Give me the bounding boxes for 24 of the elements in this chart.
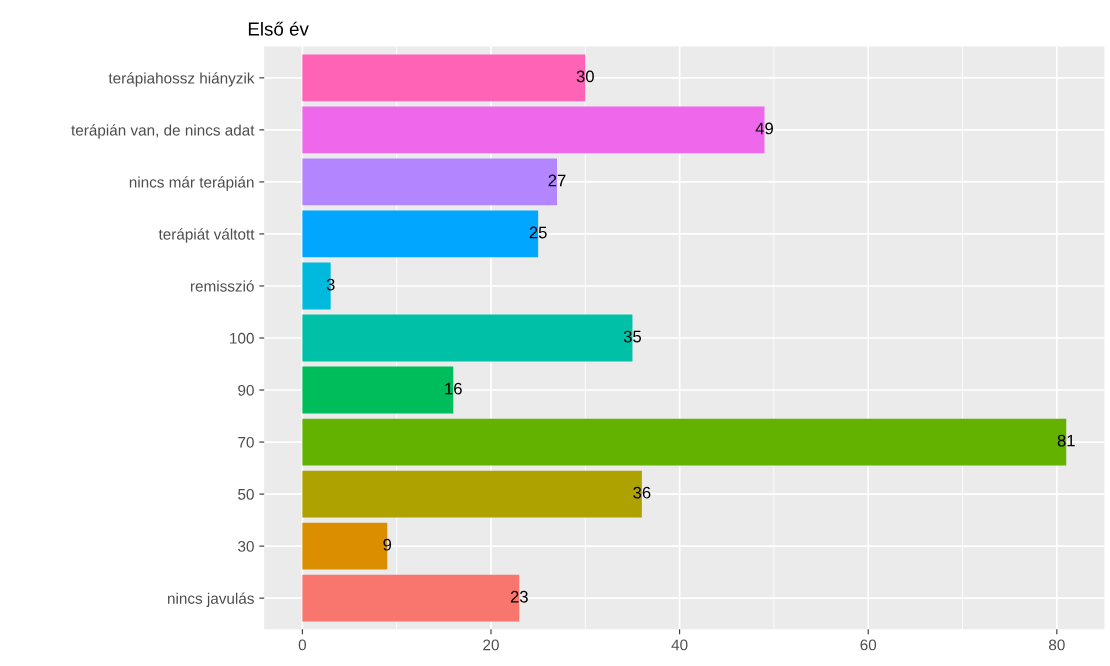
x-tick-label: 20 [483, 639, 499, 651]
x-tick-label: 40 [671, 639, 688, 651]
y-tick-label: 90 [238, 384, 254, 396]
data-label: 30 [576, 70, 594, 83]
data-label: 23 [510, 590, 528, 603]
x-tick-label: 0 [298, 639, 307, 651]
data-label: 36 [633, 486, 651, 499]
data-label: 35 [623, 330, 642, 343]
data-label: 25 [529, 226, 547, 239]
y-tick-label: 70 [238, 436, 254, 448]
y-tick-label: terápiát váltott [158, 228, 255, 243]
y-tick-label: terápiahossz hiányzik [108, 72, 255, 87]
chart-title: Első év [248, 21, 309, 36]
y-tick-label: terápián van, de nincs adat [71, 124, 255, 139]
y-tick-label: 30 [238, 540, 254, 552]
y-tick-label: nincs javulás [168, 592, 254, 607]
data-label: 49 [755, 122, 773, 135]
data-label: 27 [548, 174, 566, 187]
x-tick-label: 60 [860, 639, 877, 651]
x-tick-label: 80 [1048, 639, 1065, 651]
y-tick-label: remisszió [190, 280, 254, 292]
y-tick-label: 50 [238, 488, 254, 500]
y-tick-label: nincs már terápián [129, 176, 254, 191]
y-tick-label: 100 [230, 332, 254, 344]
